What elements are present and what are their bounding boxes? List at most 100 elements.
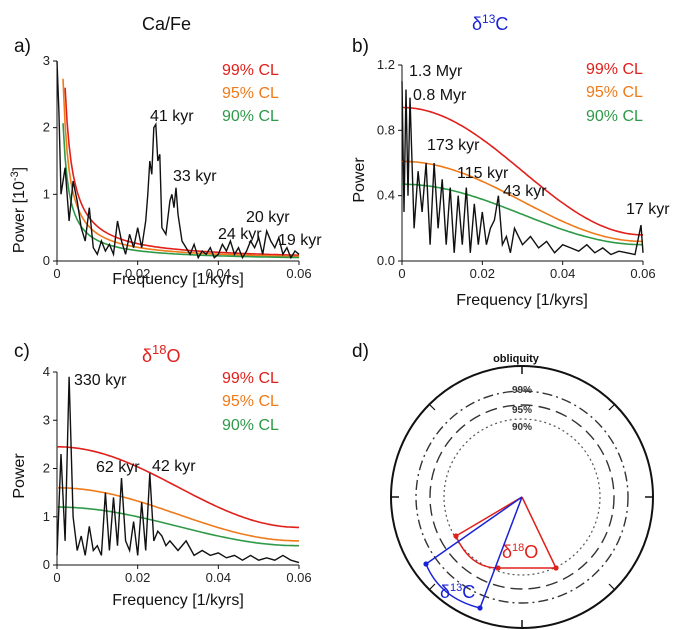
cl-curve-b-1: [402, 160, 643, 243]
spectrum-line-a: [56, 60, 300, 260]
panel-c-ylabel: Power: [11, 453, 28, 499]
cl-curve-c-2: [57, 506, 299, 547]
x-tick-label-a-0: 0: [53, 266, 60, 281]
y-tick-label-a-1: 1: [43, 186, 50, 201]
peak-label-173kyr: 173 kyr: [427, 137, 480, 154]
panel-b-letter: b): [352, 36, 369, 57]
obliquity-label: obliquity: [493, 353, 540, 365]
x-tick-label-c-1: 0.02: [125, 570, 150, 585]
peak-label-62kyr: 62 kyr: [96, 459, 140, 476]
circle-95: [429, 404, 615, 590]
panel-d-letter: d): [352, 341, 369, 362]
phasor-d18o: δ18O: [453, 496, 559, 571]
legend-c-90: 90% CL: [222, 417, 279, 434]
peak-label-33kyr: 33 kyr: [173, 168, 217, 185]
y-tick-label-a-2: 2: [43, 120, 50, 135]
circle-99: [415, 390, 629, 604]
phasor-d18o-dot3: [553, 565, 559, 571]
circle-label-99: 99%: [512, 385, 532, 396]
legend-a-90: 90% CL: [222, 108, 279, 125]
phasor-d13c-label: δ13C: [440, 582, 475, 602]
panel-b-ylabel: Power: [351, 157, 368, 203]
y-tick-label-a-0: 0: [43, 253, 50, 268]
x-tick-label-a-1: 0.02: [125, 266, 150, 281]
peak-label-19kyr: 19 kyr: [278, 232, 322, 249]
peak-label-115kyr: 115 kyr: [457, 165, 509, 182]
phasor-d13c-dot2: [477, 605, 483, 611]
x-tick-label-a-3: 0.06: [286, 266, 311, 281]
panel-a: a) Ca/Fe Power [10-3] Frequency [1/kyrs]…: [9, 14, 322, 288]
peak-label-42kyr: 42 kyr: [152, 458, 196, 475]
phasor-d13c-dot1: [423, 561, 429, 567]
x-tick-label-c-0: 0: [53, 570, 60, 585]
wheel-tick-sw: [428, 583, 436, 591]
phasor-d13c-arm2: [479, 496, 523, 609]
y-tick-label-c-3: 3: [43, 412, 50, 427]
peak-label-330kyr: 330 kyr: [74, 372, 127, 389]
y-tick-label-c-2: 2: [43, 461, 50, 476]
legend-c-95: 95% CL: [222, 393, 279, 410]
x-tick-label-c-2: 0.04: [206, 570, 231, 585]
legend-b-99: 99% CL: [586, 61, 643, 78]
spectrum-line-c: [56, 376, 300, 564]
y-tick-label-b-3: 1.2: [377, 57, 395, 72]
peak-label-20kyr: 20 kyr: [246, 209, 290, 226]
wheel-tick-se: [608, 583, 616, 591]
peak-label-41kyr: 41 kyr: [150, 108, 194, 125]
panel-c-xlabel: Frequency [1/kyrs]: [112, 592, 244, 609]
phasor-d18o-label: δ18O: [502, 542, 538, 562]
cl-curve-a-0: [64, 87, 299, 256]
circle-90: [443, 418, 601, 576]
panel-b-xlabel: Frequency [1/kyrs]: [456, 292, 588, 309]
cl-curve-a-1: [62, 78, 299, 258]
y-tick-label-c-0: 0: [43, 557, 50, 572]
panel-a-letter: a): [14, 36, 31, 57]
x-tick-label-a-2: 0.04: [206, 266, 231, 281]
phasor-d18o-dot1: [453, 533, 459, 539]
panel-b: b) δ13C Power Frequency [1/kyrs] 0 0.02 0.…: [351, 12, 670, 309]
panel-a-title: Ca/Fe: [142, 14, 191, 34]
phasor-d13c-arm1: [425, 496, 523, 565]
panel-a-ylabel: Power [10-3]: [9, 167, 28, 253]
spectrum-line-b: [401, 81, 644, 256]
cl-curve-b-0: [402, 106, 644, 236]
phasor-d18o-arm1: [455, 496, 523, 537]
x-tick-label-b-0: 0: [398, 266, 405, 281]
panel-b-axes: 0 0.02 0.04 0.06 0.0 0.4 0.8 1.2: [377, 57, 656, 281]
peak-label-1-3myr: 1.3 Myr: [409, 63, 463, 80]
panel-c-letter: c): [14, 341, 30, 362]
peak-label-17kyr: 17 kyr: [626, 201, 670, 218]
phasor-d18o-dot2: [495, 565, 501, 571]
legend-b-95: 95% CL: [586, 84, 643, 101]
legend-a-99: 99% CL: [222, 62, 279, 79]
legend-a-95: 95% CL: [222, 85, 279, 102]
cl-curve-c-0: [57, 445, 299, 529]
x-tick-label-c-3: 0.06: [286, 570, 311, 585]
y-tick-label-b-2: 0.8: [377, 122, 395, 137]
y-tick-label-b-0: 0.0: [377, 253, 395, 268]
y-tick-label-a-3: 3: [43, 53, 50, 68]
panel-c-title: δ18O: [142, 342, 181, 366]
circle-label-95: 95%: [512, 405, 532, 416]
y-tick-label-c-1: 1: [43, 509, 50, 524]
peak-label-43kyr: 43 kyr: [503, 183, 547, 200]
phasor-d13c: δ13C: [423, 496, 523, 611]
panel-a-axes: 0 0.02 0.04 0.06 0 1 2 3: [43, 53, 312, 281]
peak-label-24kyr: 24 kyr: [218, 226, 262, 243]
phasor-d18o-arm2: [521, 496, 557, 569]
wheel-tick-nw: [428, 403, 436, 411]
panel-a-xlabel: Frequency [1/kyrs]: [112, 271, 244, 288]
panel-c-axes: 0 0.02 0.04 0.06 0 1 2 3 4: [43, 364, 312, 585]
circle-label-90: 90%: [512, 422, 532, 433]
peak-label-0-8myr: 0.8 Myr: [413, 87, 467, 104]
x-tick-label-b-3: 0.06: [630, 266, 655, 281]
x-tick-label-b-1: 0.02: [470, 266, 495, 281]
y-tick-label-c-4: 4: [43, 364, 50, 379]
y-tick-label-b-1: 0.4: [377, 188, 395, 203]
phasor-d13c-arc: [425, 563, 481, 609]
panel-b-title: δ13C: [472, 12, 508, 34]
legend-b-90: 90% CL: [586, 108, 643, 125]
wheel-tick-ne: [608, 403, 616, 411]
legend-c-99: 99% CL: [222, 370, 279, 387]
